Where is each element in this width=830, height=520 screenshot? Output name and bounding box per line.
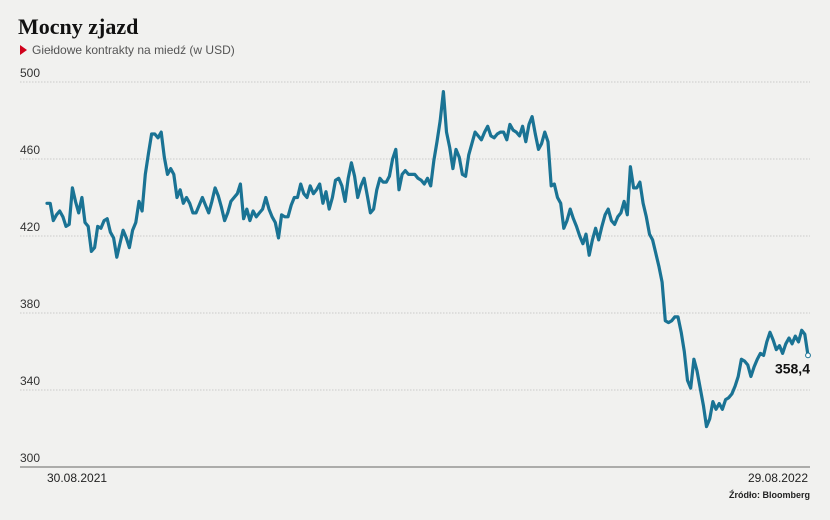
y-tick-label: 380: [20, 297, 40, 311]
source-note: Źródło: Bloomberg: [729, 490, 810, 500]
last-value-label: 358,4: [775, 360, 810, 376]
chart-series: 358,4: [45, 89, 811, 429]
y-tick-label: 460: [20, 143, 40, 157]
y-axis-ticks: 500 460 420 380 340 300: [20, 66, 40, 465]
y-tick-label: 420: [20, 220, 40, 234]
y-tick-label: 340: [20, 374, 40, 388]
x-axis-labels: 30.08.2021 29.08.2022: [47, 471, 808, 485]
x-end-label: 29.08.2022: [748, 471, 808, 485]
chart-subtitle-text: Giełdowe kontrakty na miedź (w USD): [32, 43, 235, 57]
chart-gridlines: [20, 81, 810, 468]
y-tick-label: 500: [20, 66, 40, 80]
y-tick-label: 300: [20, 451, 40, 465]
last-value-point: [805, 352, 811, 359]
series-line: [45, 89, 810, 429]
x-start-label: 30.08.2021: [47, 471, 107, 485]
chart-title: Mocny zjazd: [18, 14, 139, 39]
red-triangle-icon: [20, 45, 27, 55]
chart-subtitle: Giełdowe kontrakty na miedź (w USD): [20, 43, 235, 57]
